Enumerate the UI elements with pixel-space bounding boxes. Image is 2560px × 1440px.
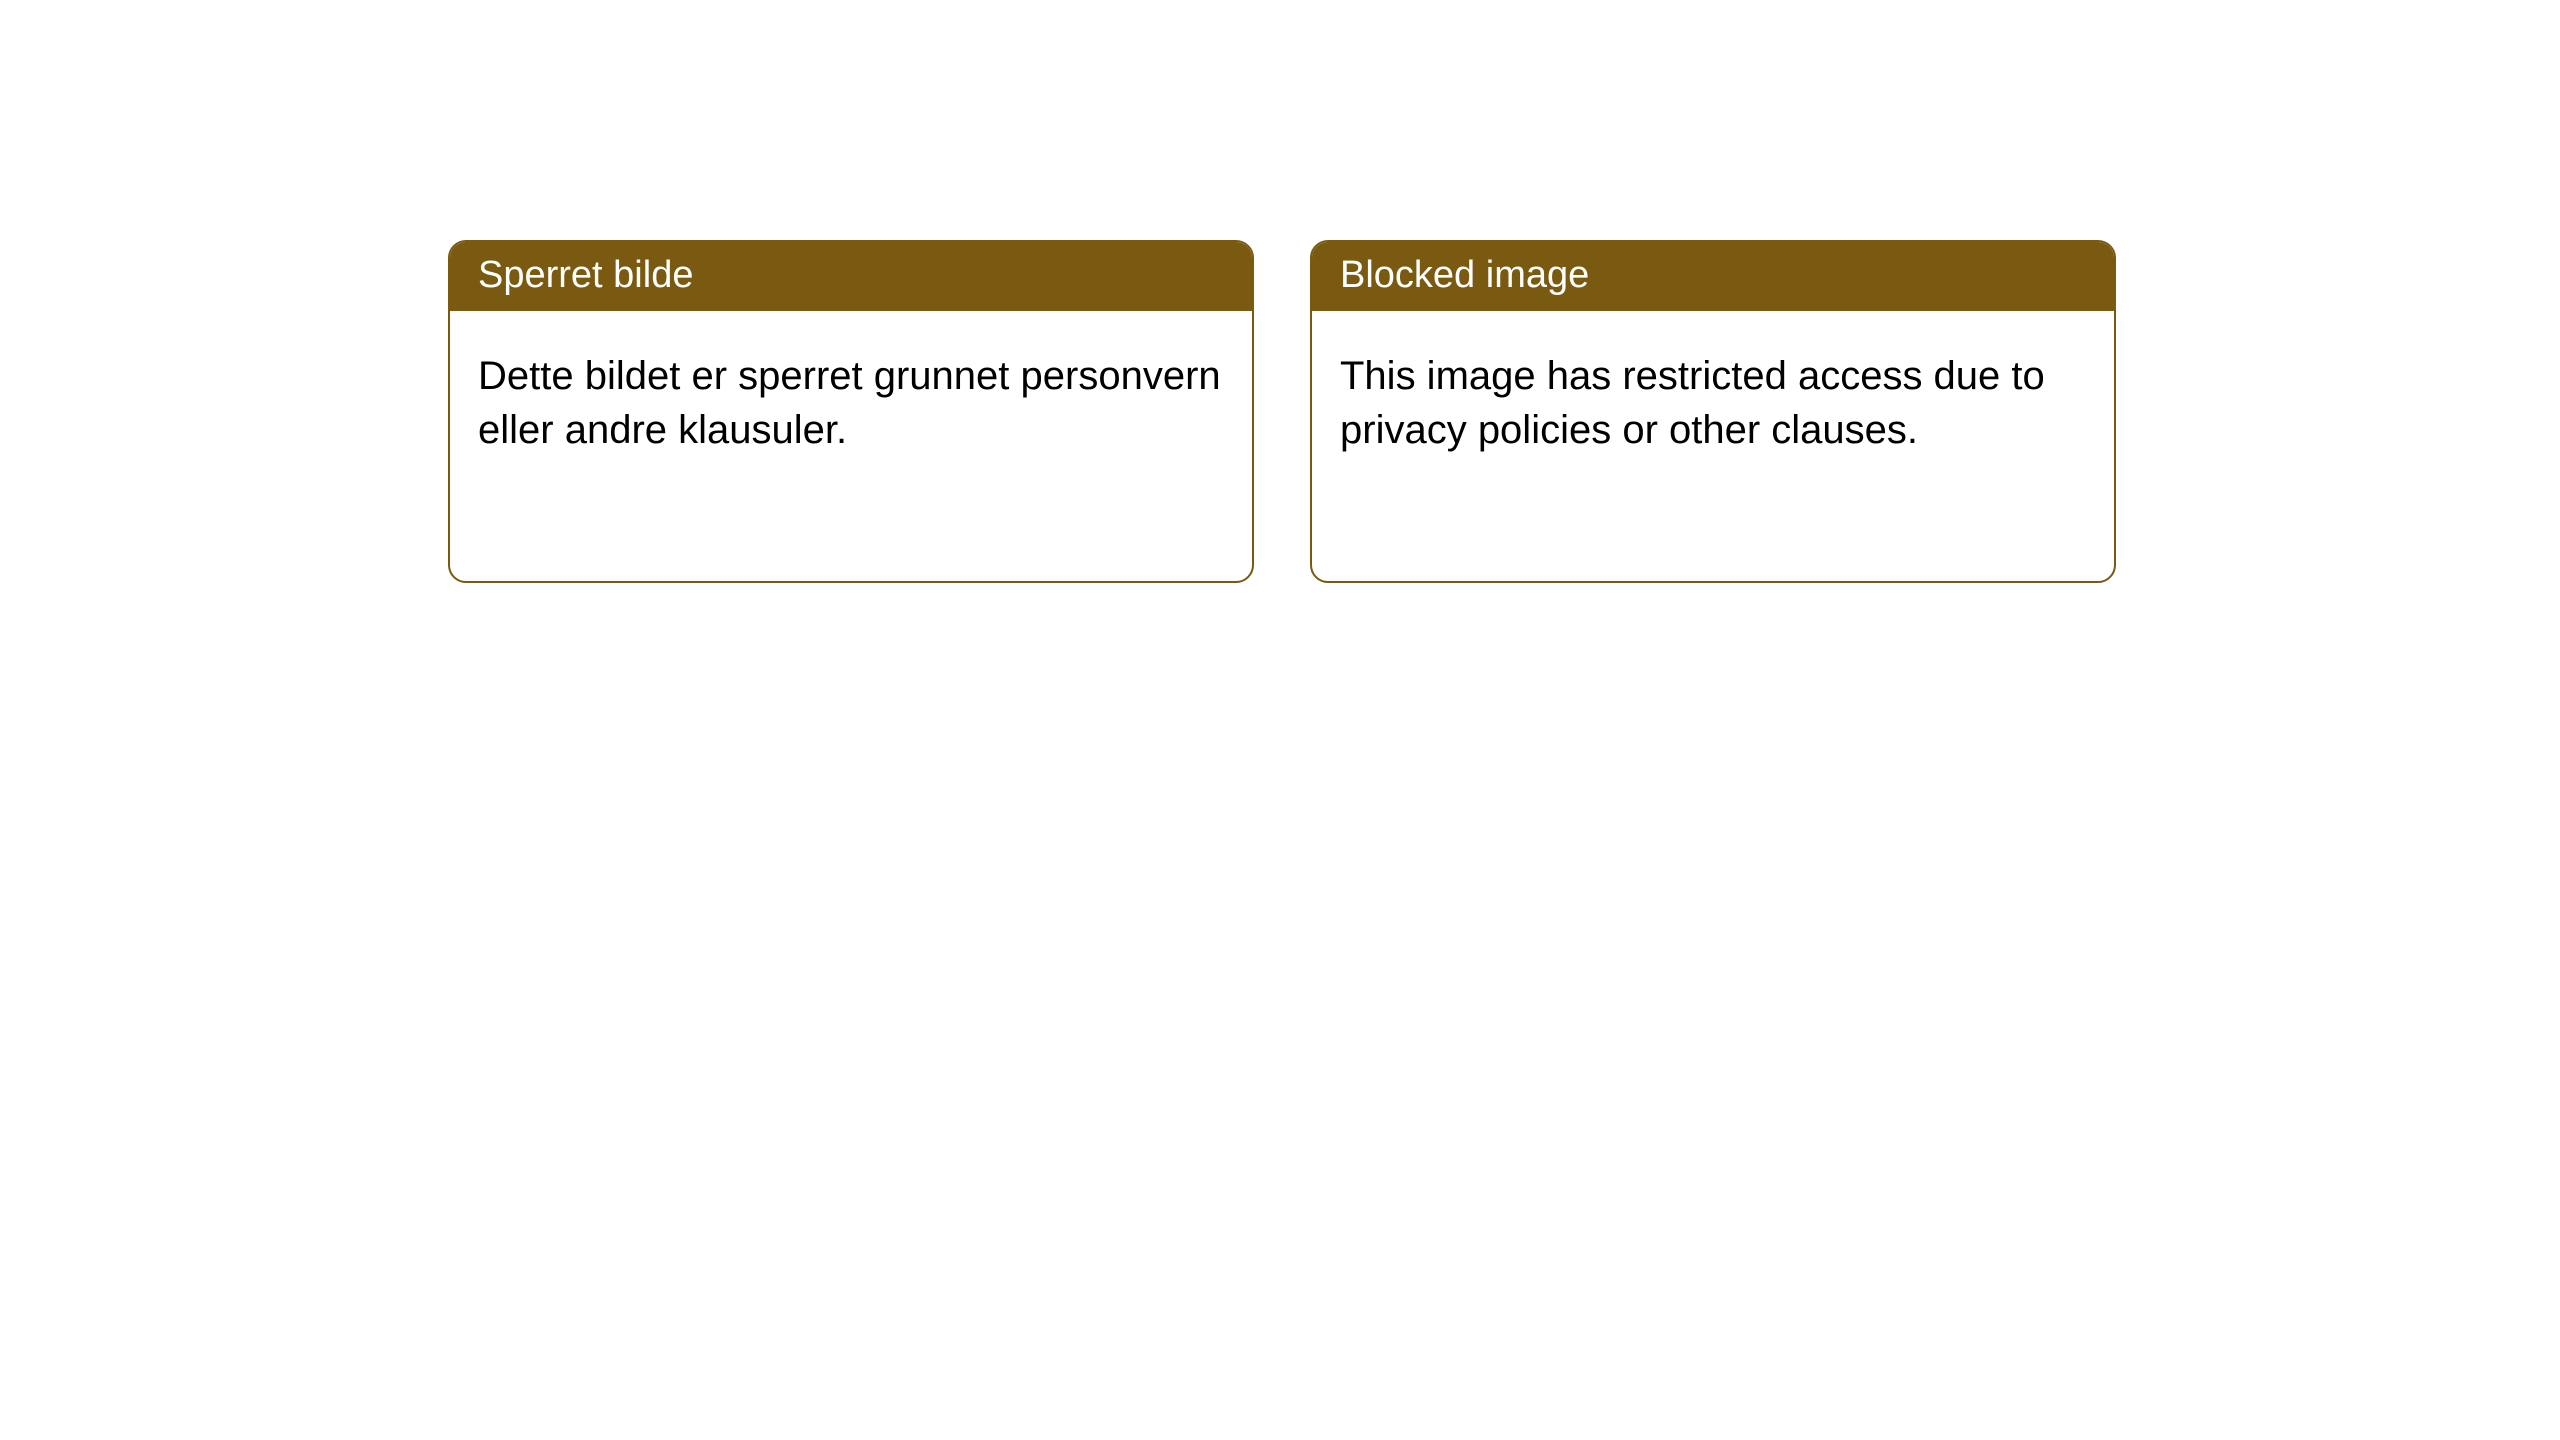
- notice-card-norwegian: Sperret bilde Dette bildet er sperret gr…: [448, 240, 1254, 583]
- card-body: Dette bildet er sperret grunnet personve…: [450, 311, 1252, 581]
- card-header: Blocked image: [1312, 242, 2114, 311]
- card-header: Sperret bilde: [450, 242, 1252, 311]
- card-body: This image has restricted access due to …: [1312, 311, 2114, 581]
- notice-card-english: Blocked image This image has restricted …: [1310, 240, 2116, 583]
- notice-cards-container: Sperret bilde Dette bildet er sperret gr…: [0, 0, 2560, 583]
